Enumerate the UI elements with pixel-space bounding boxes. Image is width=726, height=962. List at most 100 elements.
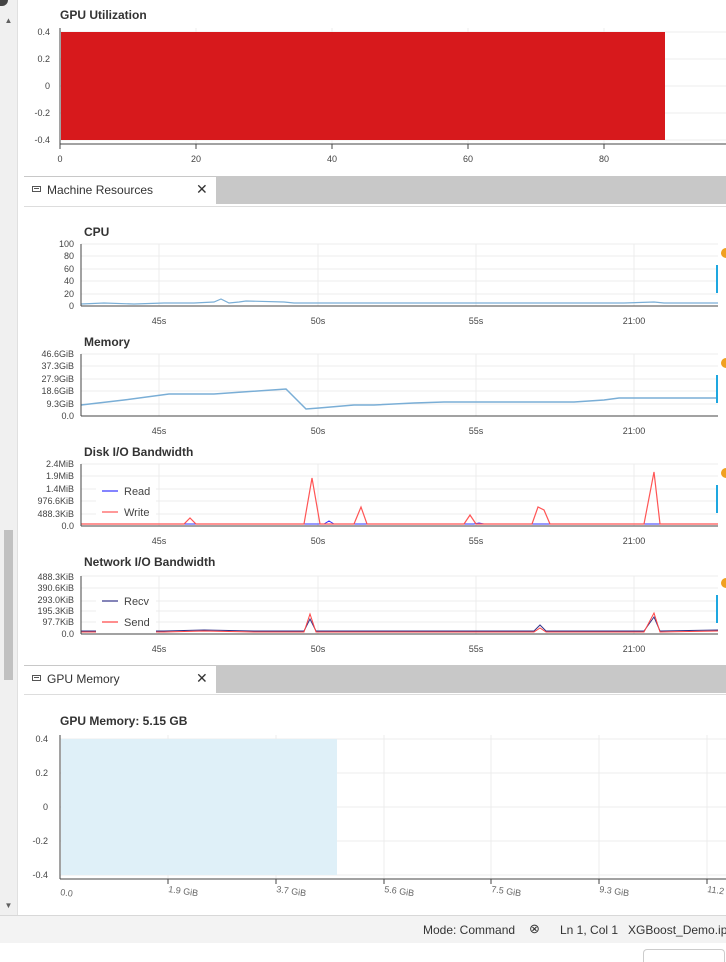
machine-resources-charts: CPU 100 80 60 40 20 0 45s 50s 55s 21:00 … xyxy=(37,225,726,654)
send-legend-label: Send xyxy=(124,617,150,629)
tab-panel-icon xyxy=(32,675,41,681)
disk-xtick: 55s xyxy=(469,536,484,546)
tab-label: Machine Resources xyxy=(47,183,154,197)
tab-gpu-memory[interactable]: GPU Memory ✕ xyxy=(24,665,216,693)
gpu-mem-xtick: 3.7 GiB xyxy=(276,884,307,898)
gpu-utilization-bar xyxy=(61,32,665,140)
network-title: Network I/O Bandwidth xyxy=(84,555,215,569)
cpu-xtick: 50s xyxy=(311,316,326,326)
gpu-mem-xtick: 0.0 xyxy=(60,887,74,899)
scroll-up-icon[interactable]: ▲ xyxy=(4,16,13,25)
corner-indicator-icon xyxy=(0,0,8,6)
gpu-memory-bar xyxy=(61,739,337,875)
cpu-title: CPU xyxy=(84,225,109,239)
status-bar: Mode: Command ⊗ Ln 1, Col 1 XGBoost_Demo… xyxy=(0,915,726,943)
network-ytick: 0.0 xyxy=(61,629,74,639)
scroll-thumb[interactable] xyxy=(4,530,13,680)
network-xtick: 55s xyxy=(469,644,484,654)
bottom-area xyxy=(0,943,726,962)
close-icon[interactable]: ✕ xyxy=(196,670,208,686)
status-file[interactable]: XGBoost_Demo.ipy xyxy=(628,923,726,937)
active-tool-indicator-icon xyxy=(716,375,718,403)
active-tool-indicator-icon xyxy=(716,265,718,293)
network-ytick: 390.6KiB xyxy=(37,583,74,593)
memory-ytick: 46.6GiB xyxy=(41,349,74,359)
gpu-utilization-title: GPU Utilization xyxy=(60,8,147,22)
gpu-util-ytick: 0.2 xyxy=(37,54,50,64)
cpu-xtick: 45s xyxy=(152,316,167,326)
network-send-line xyxy=(81,611,719,633)
gpu-mem-xtick: 5.6 GiB xyxy=(384,884,415,898)
gpu-memory-panel: GPU Memory: 5.15 GB 0.4 0.2 0 -0.2 -0.4 … xyxy=(24,694,726,915)
chart-toolbar-icons[interactable] xyxy=(716,248,726,623)
network-xtick: 50s xyxy=(311,644,326,654)
memory-xtick: 50s xyxy=(311,426,326,436)
gpu-util-xtick: 0 xyxy=(57,154,62,164)
gpu-mem-xtick: 1.9 GiB xyxy=(168,884,199,898)
memory-ytick: 37.3GiB xyxy=(41,361,74,371)
status-position[interactable]: Ln 1, Col 1 xyxy=(560,923,619,937)
gpu-util-xtick: 60 xyxy=(463,154,473,164)
gpu-util-ytick: 0 xyxy=(45,81,50,91)
disk-write-line xyxy=(81,471,718,525)
gpu-utilization-chart: GPU Utilization 0.4 0.2 0 -0.2 -0.4 0 20… xyxy=(34,8,726,164)
recv-legend-label: Recv xyxy=(124,596,150,608)
memory-title: Memory xyxy=(84,335,130,349)
gpu-mem-xtick: 9.3 GiB xyxy=(599,884,630,898)
gpu-memory-chart: GPU Memory: 5.15 GB 0.4 0.2 0 -0.2 -0.4 … xyxy=(32,714,726,899)
cpu-ytick: 60 xyxy=(64,264,74,274)
network-ytick: 293.0KiB xyxy=(37,595,74,605)
memory-xtick: 21:00 xyxy=(623,426,646,436)
cpu-line xyxy=(80,298,718,305)
scroll-down-icon[interactable]: ▼ xyxy=(4,901,13,910)
active-tool-indicator-icon xyxy=(716,595,718,623)
gpu-mem-ytick: 0.2 xyxy=(35,768,48,778)
gpu-memory-title: GPU Memory: 5.15 GB xyxy=(60,714,188,728)
gpu-mem-ytick: 0 xyxy=(43,802,48,812)
disk-title: Disk I/O Bandwidth xyxy=(84,445,193,459)
disk-ytick: 2.4MiB xyxy=(46,459,74,469)
status-mode[interactable]: Mode: Command xyxy=(423,923,516,937)
bottom-button-edge[interactable] xyxy=(643,949,725,962)
disk-xtick: 50s xyxy=(311,536,326,546)
cpu-xtick: 55s xyxy=(469,316,484,326)
disk-ytick: 976.6KiB xyxy=(37,496,74,506)
tab-machine-resources[interactable]: Machine Resources ✕ xyxy=(24,176,216,204)
cpu-xtick: 21:00 xyxy=(623,316,646,326)
memory-ytick: 0.0 xyxy=(61,411,74,421)
gpu-util-xtick: 40 xyxy=(327,154,337,164)
disk-ytick: 1.9MiB xyxy=(46,471,74,481)
gpu-mem-ytick: -0.4 xyxy=(32,870,48,880)
tab-label: GPU Memory xyxy=(47,672,120,686)
kernel-status-icon[interactable]: ⊗ xyxy=(529,921,540,936)
gpu-util-xtick: 80 xyxy=(599,154,609,164)
gpu-mem-ytick: 0.4 xyxy=(35,734,48,744)
cpu-ytick: 0 xyxy=(69,301,74,311)
memory-ytick: 27.9GiB xyxy=(41,374,74,384)
disk-xtick: 21:00 xyxy=(623,536,646,546)
memory-ytick: 9.3GiB xyxy=(46,399,74,409)
network-ytick: 488.3KiB xyxy=(37,572,74,582)
gpu-util-ytick: 0.4 xyxy=(37,27,50,37)
network-ytick: 97.7KiB xyxy=(42,617,74,627)
disk-xtick: 45s xyxy=(152,536,167,546)
write-legend-label: Write xyxy=(124,507,149,519)
network-recv-line xyxy=(81,615,719,632)
bokeh-logo-icon xyxy=(721,358,726,368)
machine-resources-tabbar: Machine Resources ✕ xyxy=(24,176,726,204)
close-icon[interactable]: ✕ xyxy=(196,181,208,197)
bokeh-logo-icon xyxy=(721,468,726,478)
disk-ytick: 0.0 xyxy=(61,521,74,531)
gpu-memory-tabbar: GPU Memory ✕ xyxy=(24,665,726,693)
vertical-scrollbar[interactable]: ▲ ▼ xyxy=(0,0,18,915)
tab-panel-icon xyxy=(32,186,41,192)
network-xtick: 21:00 xyxy=(623,644,646,654)
disk-ytick: 488.3KiB xyxy=(37,509,74,519)
memory-ytick: 18.6GiB xyxy=(41,386,74,396)
bokeh-logo-icon xyxy=(721,578,726,588)
gpu-util-ytick: -0.2 xyxy=(34,108,50,118)
gpu-util-ytick: -0.4 xyxy=(34,135,50,145)
bokeh-logo-icon xyxy=(721,248,726,258)
cpu-ytick: 80 xyxy=(64,251,74,261)
gpu-mem-xtick: 7.5 GiB xyxy=(491,884,522,898)
